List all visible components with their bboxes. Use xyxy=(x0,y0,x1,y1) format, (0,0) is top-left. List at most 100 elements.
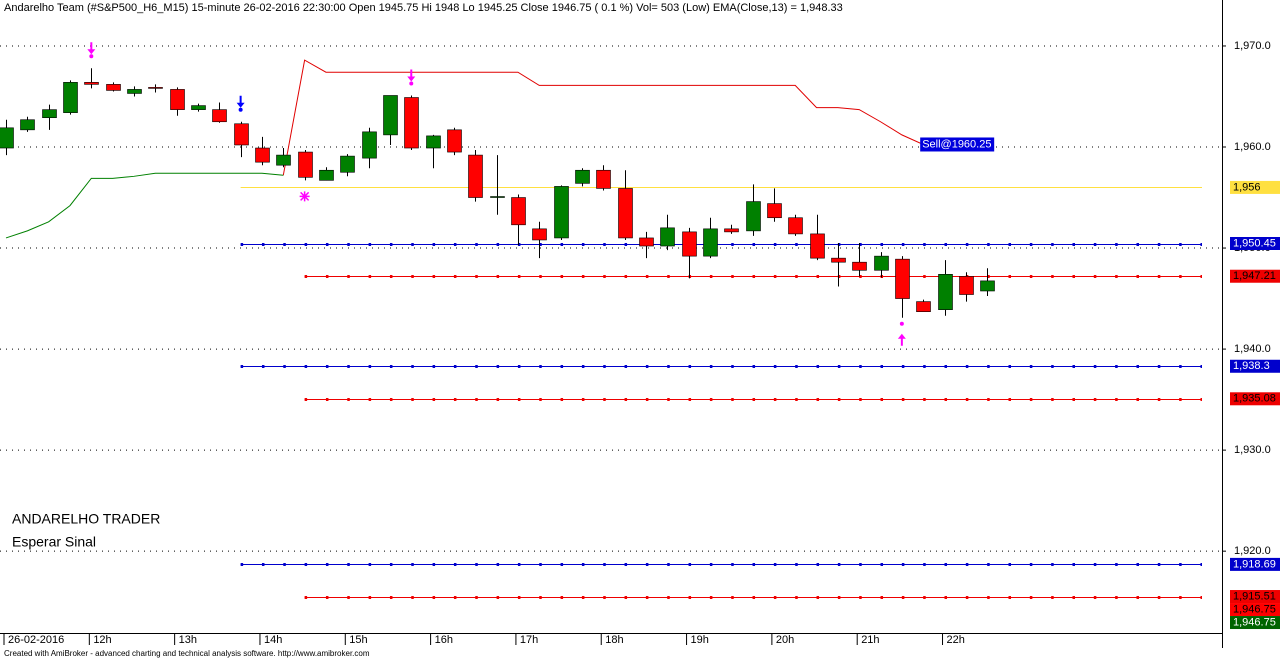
candle-body xyxy=(148,87,163,89)
x-tick-label: 21h xyxy=(861,634,879,646)
candle-body xyxy=(660,227,675,247)
candle-body xyxy=(468,154,483,198)
y-tick-label: 1,960.0 xyxy=(1234,141,1271,153)
candle-body xyxy=(447,129,462,153)
candle-body xyxy=(703,228,718,257)
annotation: ANDARELHO TRADER xyxy=(12,511,160,527)
candle-body xyxy=(980,280,995,292)
candle-body xyxy=(831,257,846,263)
indicator-line xyxy=(5,172,284,239)
candle-body xyxy=(959,276,974,295)
signal-dot xyxy=(899,321,904,326)
price-label-box xyxy=(1230,359,1280,373)
candle-body xyxy=(212,109,227,123)
price-label: 1,935.08 xyxy=(1233,393,1276,405)
x-tick-label: 14h xyxy=(264,634,282,646)
x-tick-label: 13h xyxy=(179,634,197,646)
signal-arrow xyxy=(897,333,906,346)
candle-body xyxy=(746,201,761,232)
candle-body xyxy=(532,228,547,241)
candle-body xyxy=(852,261,867,271)
x-tick-label: 16h xyxy=(435,634,453,646)
candle-body xyxy=(127,89,142,94)
candle-body xyxy=(426,135,441,149)
x-tick-label: 15h xyxy=(349,634,367,646)
price-label-box xyxy=(1230,392,1280,406)
price-label-box xyxy=(1230,616,1280,630)
candle-body xyxy=(788,217,803,235)
footer: Created with AmiBroker - advanced charti… xyxy=(4,649,370,658)
candle-body xyxy=(20,119,35,131)
price-label: 1,915.51 xyxy=(1233,590,1276,602)
signal-arrow xyxy=(236,95,245,108)
candle-body xyxy=(810,233,825,259)
candle-body xyxy=(554,186,569,239)
x-tick-label: 19h xyxy=(691,634,709,646)
price-label-box xyxy=(1230,237,1280,251)
sell-label: Sell@1960.25 xyxy=(922,138,991,150)
y-tick-label: 1,970.0 xyxy=(1234,40,1271,52)
candle-body xyxy=(63,82,78,113)
candle-body xyxy=(340,155,355,173)
signal-star xyxy=(299,191,310,202)
candle-body xyxy=(938,274,953,310)
x-tick-label: 12h xyxy=(93,634,111,646)
candle-body xyxy=(42,109,57,119)
candle-body xyxy=(618,188,633,239)
candle-body xyxy=(895,258,910,299)
price-label-box xyxy=(1230,603,1280,617)
x-tick-label: 18h xyxy=(605,634,623,646)
candle-body xyxy=(276,154,291,166)
signal-dot xyxy=(89,54,94,59)
price-label-box xyxy=(1230,557,1280,571)
x-tick-label: 26-02-2016 xyxy=(8,634,64,646)
candle-body xyxy=(362,131,377,159)
x-tick-label: 20h xyxy=(776,634,794,646)
candle-body xyxy=(639,237,654,247)
candle-body xyxy=(383,95,398,136)
signal-arrow xyxy=(87,42,96,55)
price-label: 1,938.3 xyxy=(1233,360,1270,372)
candle-body xyxy=(170,89,185,110)
price-label-box xyxy=(1230,590,1280,604)
signal-arrow xyxy=(407,69,416,82)
candle-body xyxy=(234,123,249,146)
candle-body xyxy=(682,231,697,257)
chart-title: Andarelho Team (#S&P500_H6_M15) 15-minut… xyxy=(4,2,843,14)
candle-body xyxy=(106,84,121,91)
x-tick-label: 22h xyxy=(947,634,965,646)
annotation: Esperar Sinal xyxy=(12,534,96,550)
candle-body xyxy=(596,169,611,189)
candle-body xyxy=(724,228,739,233)
price-label: 1,946.75 xyxy=(1233,603,1276,615)
x-tick-label: 17h xyxy=(520,634,538,646)
price-label: 1,946.75 xyxy=(1233,616,1276,628)
candle-body xyxy=(490,196,505,198)
price-label: 1,918.69 xyxy=(1233,558,1276,570)
candle-body xyxy=(767,203,782,219)
candle-body xyxy=(511,197,526,226)
candle-body xyxy=(191,105,206,110)
candle-body xyxy=(404,97,419,149)
candle-body xyxy=(575,169,590,184)
candle-body xyxy=(319,169,334,181)
y-tick-label: 1,940.0 xyxy=(1234,343,1271,355)
indicator-line xyxy=(282,59,945,176)
candle-body xyxy=(84,82,99,85)
price-label: 1,956 xyxy=(1233,181,1261,193)
y-tick-label: 1,920.0 xyxy=(1234,545,1271,557)
price-label: 1,947.21 xyxy=(1233,270,1276,282)
price-label-box xyxy=(1230,180,1280,194)
y-tick-label: 1,930.0 xyxy=(1234,444,1271,456)
sell-label-box xyxy=(920,137,995,152)
candle-body xyxy=(916,301,931,313)
signal-dot xyxy=(238,107,243,112)
candle-body xyxy=(0,127,14,149)
signal-dot xyxy=(409,81,414,86)
price-label: 1,950.45 xyxy=(1233,237,1276,249)
candle-body xyxy=(255,147,270,163)
candle-body xyxy=(874,255,889,271)
